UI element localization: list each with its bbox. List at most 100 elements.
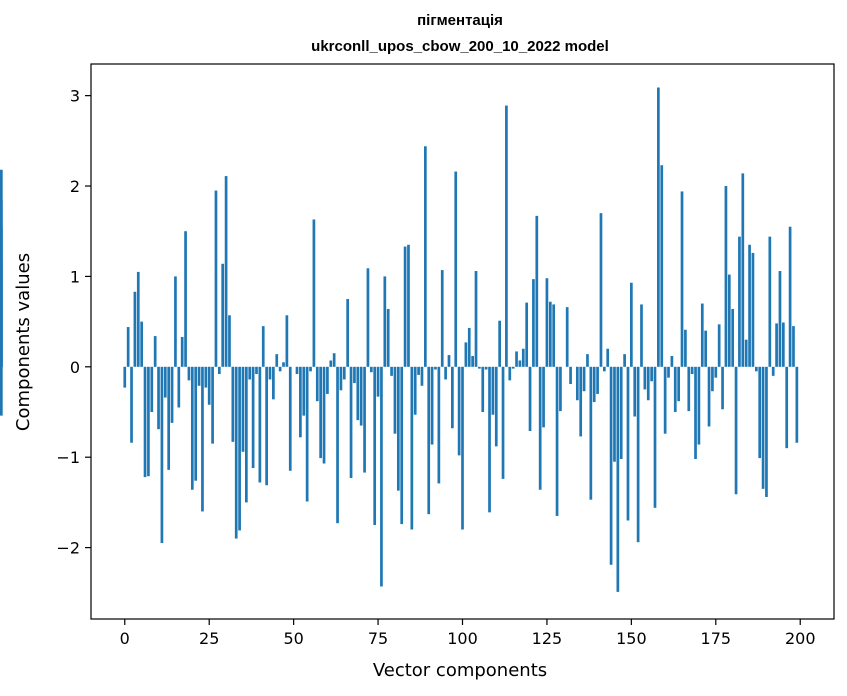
bar-19 [187,366,191,381]
bar-195 [781,322,785,367]
bar-185 [748,244,751,367]
bar-115 [511,366,515,369]
bar-169 [694,366,697,460]
bar-75 [376,366,380,397]
bar-152 [636,366,640,543]
bar-74 [373,366,377,525]
bar-199 [795,366,799,443]
bar-155 [646,366,650,401]
bar-13 [167,366,171,470]
y-tick-label: −2 [56,539,80,558]
bar-193 [775,323,778,367]
bar-184 [744,339,748,367]
x-tick-label: 100 [447,629,478,648]
bar-129 [559,366,562,412]
bar-111 [498,320,501,367]
bar-191 [768,236,772,367]
bar-126 [548,301,552,367]
x-axis-label: Vector components [373,660,547,681]
bar-154 [643,366,647,390]
x-tick-label: 0 [120,629,130,648]
bar-168 [690,366,694,375]
bar-181 [734,366,738,495]
bar-10 [157,366,160,430]
bar-8 [150,366,154,413]
bar-161 [667,366,670,378]
bar-72 [366,268,370,367]
bar-32 [231,366,235,442]
chart-title: пігментація [417,12,503,29]
bar-88 [420,366,424,386]
bar-62 [332,353,336,367]
bar-14 [170,366,174,423]
bar-135 [579,366,583,437]
bar-70 [359,366,363,426]
bar-124 [542,366,545,428]
bar-54 [305,366,309,502]
bar-107 [484,366,488,370]
bar-16 [177,366,181,408]
bar-2 [130,366,133,443]
bar-146 [616,366,620,592]
bar-61 [329,360,333,367]
bar-158 [657,87,660,367]
bar-162 [670,355,674,367]
bar-46 [278,366,282,372]
bar-100 [461,366,464,530]
bar-177 [721,366,724,410]
bar-71 [363,366,366,473]
bar-156 [650,366,653,382]
bar-63 [336,366,339,524]
bar-151 [633,366,637,417]
bar-undefined [0,366,3,416]
bar-112 [501,366,505,479]
bar-198 [792,326,795,367]
bar-178 [724,186,728,367]
y-tick-label: −1 [56,448,80,467]
bar-36 [245,366,248,503]
bar-92 [434,366,437,370]
bar-38 [251,366,255,469]
bar-37 [248,366,252,380]
bar-149 [626,366,630,521]
bar-121 [532,279,535,367]
chart-subtitle: ukrconll_upos_cbow_200_10_2022 model [311,38,609,55]
bar-171 [700,303,704,367]
bar-174 [711,366,714,392]
bar-91 [430,366,434,445]
bar-26 [211,366,214,444]
bar-113 [505,105,508,367]
bar-153 [640,304,643,367]
bar-98 [454,171,458,367]
bar-110 [494,366,498,447]
bar-51 [295,366,299,375]
bar-69 [356,366,360,421]
bar-9 [153,336,157,367]
bar-117 [518,360,522,367]
bar-187 [754,366,758,372]
bar-68 [353,366,356,384]
x-axis: 0 25 50 75 100 125 150 175 200 [120,619,816,648]
bar-60 [326,366,329,394]
bar-163 [673,366,677,413]
bar-180 [731,308,735,367]
bar-172 [704,330,708,367]
y-tick-label: 3 [70,87,80,106]
bar-25 [207,366,211,405]
x-tick-label: 175 [701,629,732,648]
bar-43 [268,366,272,380]
bar-183 [741,173,745,367]
bar-119 [525,302,529,367]
y-tick-label: 1 [70,267,80,286]
bar-189 [761,366,765,489]
x-tick-label: 25 [199,629,219,648]
bar-86 [413,366,417,415]
bar-186 [751,252,755,367]
bar-94 [440,270,444,367]
bar-17 [180,336,184,367]
x-tick-label: 200 [785,629,816,648]
bar-15 [174,276,177,367]
bar-83 [403,246,407,367]
bar-31 [228,315,231,367]
bar-39 [255,366,258,375]
